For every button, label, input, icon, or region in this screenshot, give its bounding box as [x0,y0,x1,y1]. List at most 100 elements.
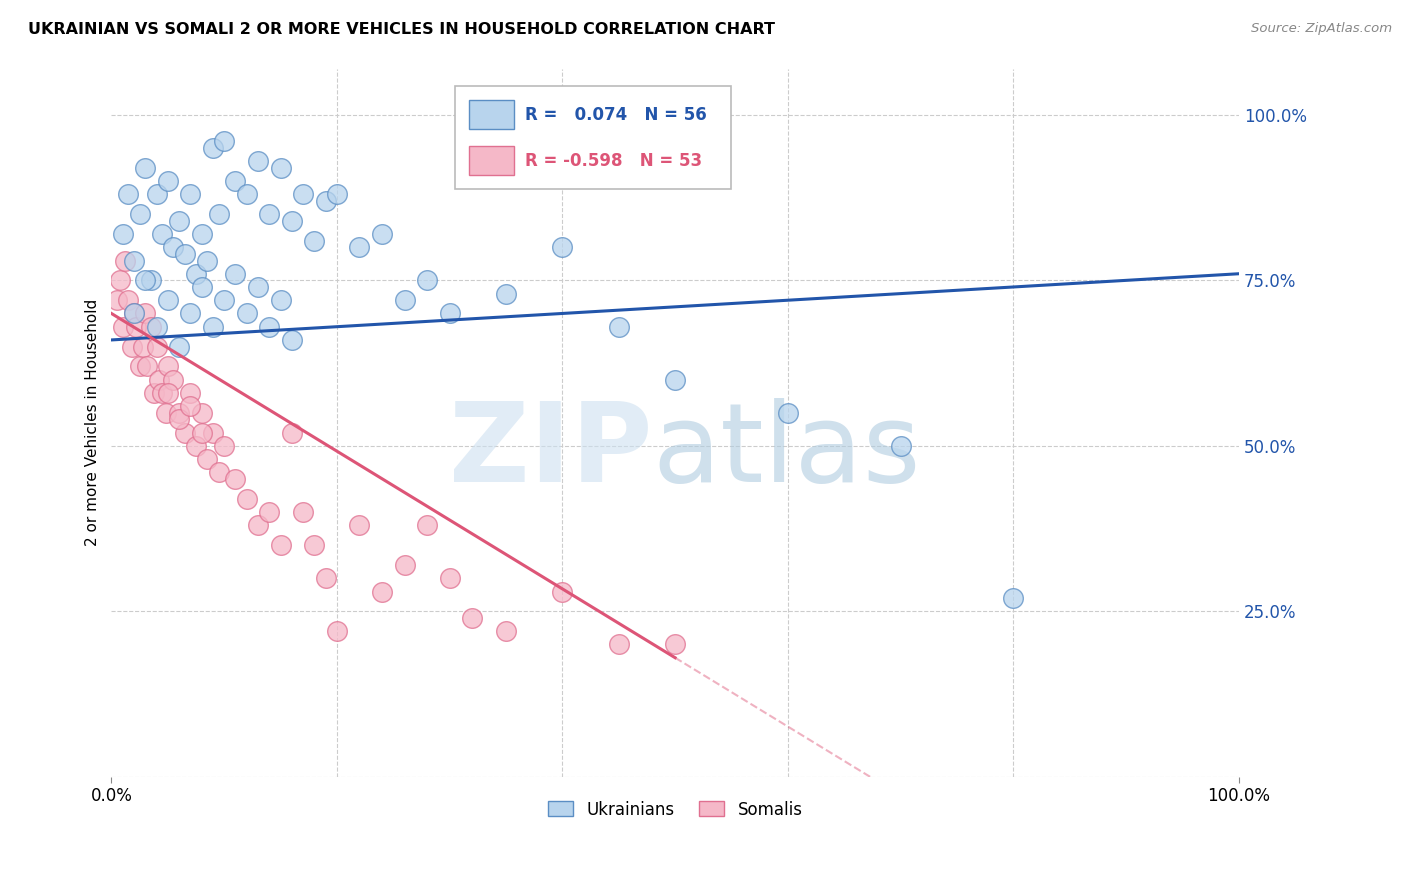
Point [179,385,201,400]
Point [167,406,190,420]
Point [145,319,167,334]
Point [125,319,148,334]
Point [257,505,280,519]
Point [105,293,128,308]
Point [167,214,190,228]
Point [111,227,134,241]
Point [190,227,212,241]
Point [371,227,394,241]
Point [195,452,218,467]
Point [145,187,167,202]
Point [315,571,337,585]
Text: ZIP: ZIP [449,398,652,505]
Point [121,340,143,354]
Point [235,306,257,320]
Point [235,187,257,202]
Point [150,385,173,400]
Point [664,637,686,651]
Text: R =   0.074   N = 56: R = 0.074 N = 56 [526,105,707,124]
Point [371,584,394,599]
Point [179,187,201,202]
Point [122,306,145,320]
Point [190,425,212,440]
Point [128,207,150,221]
Point [235,491,257,506]
Point [212,439,235,453]
Point [281,425,304,440]
Point [155,406,177,420]
Text: Source: ZipAtlas.com: Source: ZipAtlas.com [1251,22,1392,36]
Point [122,253,145,268]
FancyBboxPatch shape [468,146,513,175]
Point [128,359,150,374]
Point [190,406,212,420]
Text: atlas: atlas [652,398,921,505]
Point [110,273,132,287]
Point [117,187,139,202]
Point [416,518,439,533]
FancyBboxPatch shape [456,87,731,189]
Point [134,306,156,320]
Point [156,293,179,308]
Point [148,373,170,387]
Point [212,134,235,148]
Point [270,161,292,175]
Point [117,293,139,308]
Y-axis label: 2 or more Vehicles in Household: 2 or more Vehicles in Household [86,299,100,546]
Point [349,518,371,533]
Point [122,306,145,320]
Point [145,340,167,354]
Point [156,174,179,188]
Point [246,518,269,533]
Point [111,319,134,334]
Point [179,306,201,320]
Point [207,466,229,480]
Point [304,234,326,248]
Point [416,273,439,287]
Point [136,359,159,374]
Point [664,373,686,387]
Text: R = -0.598   N = 53: R = -0.598 N = 53 [526,152,702,169]
Point [270,293,292,308]
Point [114,253,136,268]
Point [315,194,337,208]
Point [439,571,461,585]
Point [257,207,280,221]
Point [132,340,155,354]
Point [349,240,371,254]
Point [224,267,246,281]
Point [270,538,292,552]
Point [184,267,207,281]
Point [281,214,304,228]
Point [190,280,212,294]
Point [292,505,315,519]
Point [461,611,484,625]
Point [162,373,184,387]
Point [394,558,416,572]
Point [394,293,416,308]
Point [201,319,224,334]
Point [173,247,195,261]
Point [304,538,326,552]
Point [134,273,156,287]
Point [139,319,162,334]
Point [139,273,162,287]
Point [224,174,246,188]
Point [224,472,246,486]
Point [162,240,184,254]
Point [551,584,574,599]
Point [156,385,179,400]
Point [439,306,461,320]
Point [1002,591,1025,606]
Point [607,319,630,334]
Point [143,385,166,400]
Point [167,412,190,426]
Text: UKRAINIAN VS SOMALI 2 OR MORE VEHICLES IN HOUSEHOLD CORRELATION CHART: UKRAINIAN VS SOMALI 2 OR MORE VEHICLES I… [28,22,775,37]
Point [495,286,517,301]
Point [212,293,235,308]
Point [551,240,574,254]
Point [890,439,912,453]
Point [173,425,195,440]
Point [156,359,179,374]
FancyBboxPatch shape [468,101,513,128]
